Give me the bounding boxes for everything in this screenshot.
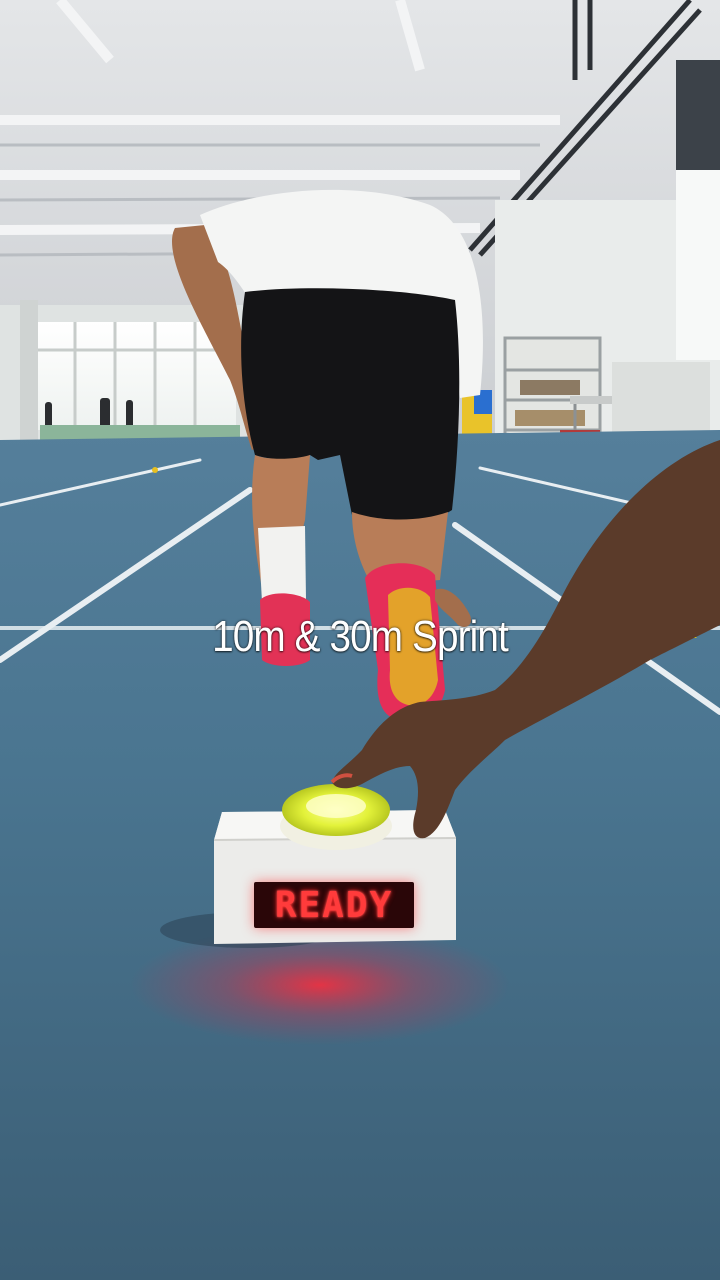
right-window — [676, 160, 720, 360]
led-display: READY — [254, 882, 414, 928]
led-glow — [130, 925, 510, 1045]
start-button[interactable] — [280, 784, 392, 850]
back-windows — [36, 322, 236, 430]
video-caption: 10m & 30m Sprint — [43, 612, 677, 662]
led-display-text: READY — [275, 885, 393, 926]
